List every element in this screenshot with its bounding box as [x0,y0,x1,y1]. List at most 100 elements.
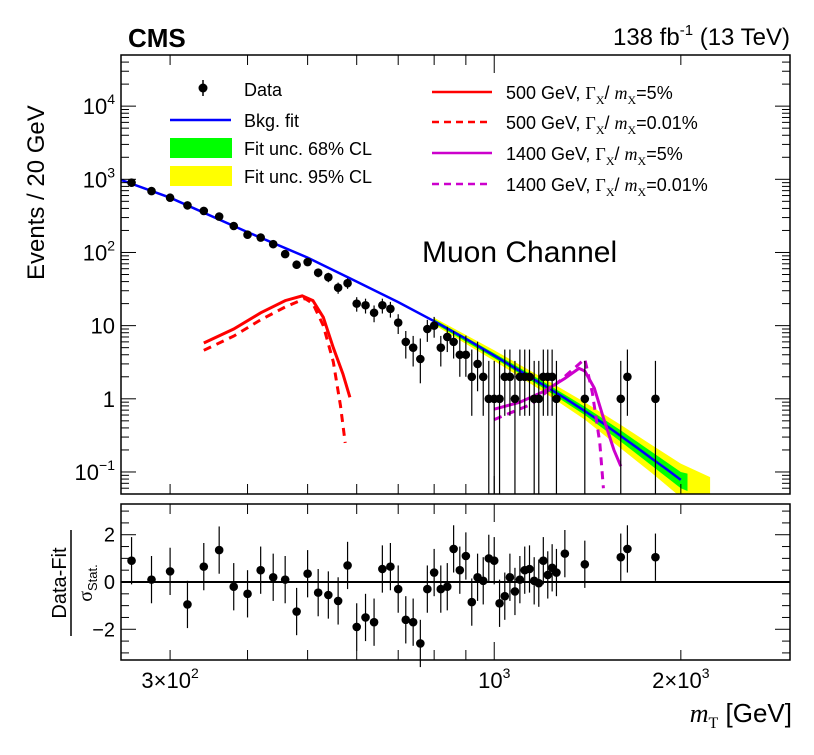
ratio-point [651,533,660,581]
x-tick-label: 2×103 [652,665,710,693]
svg-text:Data: Data [244,80,283,100]
data-point [393,314,403,335]
ratio-point [449,525,458,573]
legend-entry-signal-500-0p01pct: 500 GeV, ΓX/ mX=0.01% [432,113,698,137]
data-point [429,316,439,338]
data-point [268,239,278,249]
ratio-point [165,547,175,595]
data-point [324,272,333,283]
ratio-point [455,546,465,594]
svg-text:Bkg. fit: Bkg. fit [244,111,299,131]
data-point [229,221,239,231]
ratio-y-tick-label: −2 [92,619,115,641]
data-point [478,349,488,416]
y-tick-label: 102 [83,237,115,265]
data-point [165,193,175,203]
ratio-point [361,593,370,642]
legend-entry-band68: Fit unc. 68% CL [170,138,372,159]
ratio-point [369,598,379,646]
ratio-point [343,541,352,590]
ratio-point [525,545,534,593]
data-point [495,360,504,494]
ratio-point [408,598,418,646]
y-axis-label: Events / 20 GeV [23,105,50,280]
data-point [352,297,361,312]
ratio-point [401,596,411,644]
svg-text:σStat.: σStat. [75,564,100,602]
data-point [147,186,156,196]
ratio-point [442,563,452,611]
x-tick-label: 103 [478,665,510,693]
ratio-point [393,565,403,613]
data-point [303,257,312,267]
ratio-point [500,572,510,620]
data-point [199,206,209,216]
ratio-point [478,557,488,605]
data-point [455,335,465,377]
data-point [408,335,418,367]
ratio-point [560,530,570,578]
channel-annotation: Muon Channel [422,236,617,269]
y-tick-label: 1 [103,387,115,412]
data-point [401,330,411,359]
data-point [386,301,395,318]
ratio-point [547,544,557,592]
ratio-point [268,553,278,601]
data-point [515,349,525,416]
legend-entry-fit: Bkg. fit [170,111,299,131]
ratio-point [214,526,224,574]
x-tick-label: 3×102 [141,665,199,693]
main-plot-content [121,178,711,494]
ratio-point [416,619,425,668]
ratio-point [243,570,252,618]
ratio-point [292,587,301,636]
data-point [292,260,301,270]
svg-text:1400 GeV, ΓX/ mX=0.01%: 1400 GeV, ΓX/ mX=0.01% [506,175,708,199]
data-point [183,201,192,210]
ratio-point [461,532,471,580]
y-tick-label: 104 [83,91,115,119]
ratio-y-tick-label: 0 [104,572,115,594]
ratio-point [616,533,626,581]
data-point [651,360,660,494]
data-point [489,360,499,494]
data-point [361,298,370,314]
data-point [520,349,530,416]
y-tick-label: 10 [91,314,115,339]
ratio-point [580,540,590,588]
ratio-point [505,553,515,601]
data-point [449,330,458,359]
ratio-point [495,579,504,627]
data-point [473,341,482,392]
ratio-point [552,548,561,597]
ratio-point [423,565,432,613]
legend-entry-band95: Fit unc. 95% CL [170,166,372,187]
ratio-point [510,567,520,616]
ratio-point [429,548,439,597]
data-point [378,298,387,314]
ratio-point [515,556,525,604]
ratio-point [386,543,395,591]
data-point [214,212,224,221]
data-point [547,349,557,416]
y-tick-label: 103 [83,164,115,192]
ratio-point [543,551,553,599]
svg-text:Fit unc. 95% CL: Fit unc. 95% CL [244,167,372,187]
data-point [369,305,379,323]
main-plot: 10−1 1 10 102 103 104 [75,54,791,495]
ratio-point [324,571,333,619]
data-point [580,360,590,494]
ratio-y-axis-label: Data-Fit σStat. [49,530,100,636]
x-axis-label: mT [GeV] [690,698,792,732]
svg-text:500 GeV, ΓX/ mX=0.01%: 500 GeV, ΓX/ mX=0.01% [506,113,698,137]
data-point [313,268,323,278]
data-point [552,360,561,494]
legend-entry-data: Data [198,80,283,100]
ratio-point [303,550,312,598]
ratio-point [539,537,548,585]
data-point [510,360,520,494]
signal-curve-sig1 [203,294,352,398]
ratio-plot: 2 0 −2 3×102 103 2×103 [92,503,791,693]
data-point [256,233,265,242]
